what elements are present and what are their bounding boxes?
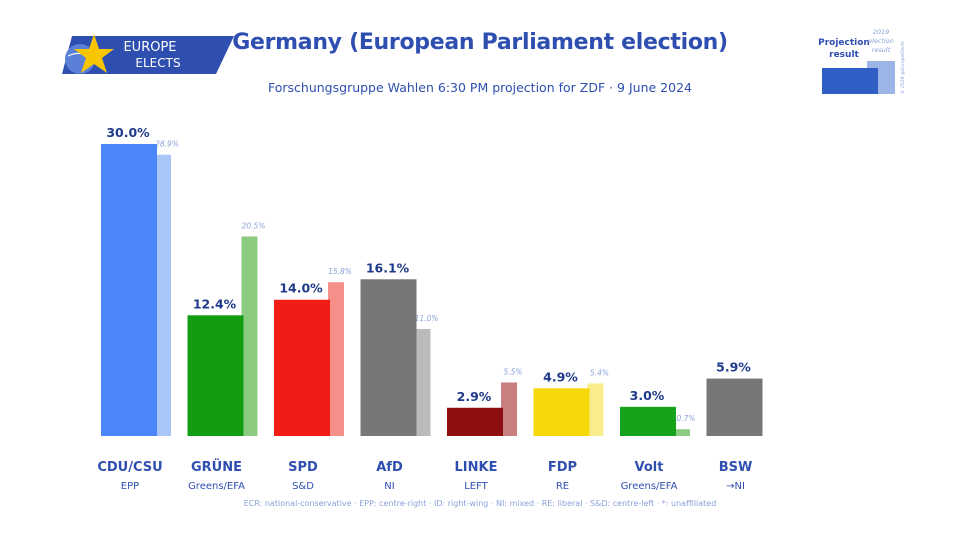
bar-afd: [360, 279, 417, 436]
group-label-afd: NI: [384, 481, 394, 492]
label-prev-fdp: 5.4%: [590, 368, 609, 377]
bar-linke: [447, 407, 503, 436]
label-prev-cdu-csu: 28.9%: [155, 140, 179, 149]
footnote: ECR: national-conservative · EPP: centre…: [243, 499, 717, 508]
label-volt: 3.0%: [630, 388, 665, 403]
bar-prev-spd: [328, 282, 344, 436]
label-prev-linke: 5.5%: [503, 367, 522, 376]
bar-gr-ne: [187, 315, 244, 436]
group-label-bsw: →NI: [726, 481, 745, 492]
legend-projection-label: Projection: [818, 38, 870, 48]
europe-elects-logo: EUROPE ELECTS: [62, 34, 234, 74]
bar-fdp: [533, 388, 590, 436]
label-prev-volt: 0.7%: [676, 414, 695, 423]
label-afd: 16.1%: [366, 260, 410, 275]
category-label-volt: Volt: [635, 460, 664, 475]
bar-prev-linke: [501, 382, 517, 436]
category-label-cdu-csu: CDU/CSU: [97, 460, 162, 475]
category-label-spd: SPD: [288, 460, 318, 475]
category-label-bsw: BSW: [719, 460, 753, 475]
logo-text-elects: ELECTS: [135, 56, 180, 70]
label-prev-gr-ne: 20.5%: [242, 221, 266, 230]
label-bsw: 5.9%: [716, 360, 751, 375]
legend-prev-label-3: result: [872, 46, 891, 54]
category-label-linke: LINKE: [455, 460, 498, 475]
bar-prev-afd: [414, 328, 431, 436]
label-gr-ne: 12.4%: [193, 296, 237, 311]
copyright-text: © 2024 @EuropeElects: [899, 41, 906, 94]
group-label-cdu-csu: EPP: [121, 481, 139, 492]
group-label-linke: LEFT: [464, 481, 488, 492]
category-label-fdp: FDP: [548, 460, 577, 475]
bar-prev-volt: [674, 429, 690, 436]
logo-banner: [62, 36, 234, 74]
chart-title: Germany (European Parliament election): [232, 30, 728, 55]
label-fdp: 4.9%: [543, 369, 578, 384]
bar-bsw: [706, 378, 763, 436]
chart-subtitle: Forschungsgruppe Wahlen 6:30 PM projecti…: [268, 80, 692, 95]
label-spd: 14.0%: [279, 281, 323, 296]
bar-prev-gr-ne: [241, 236, 258, 436]
category-label-gr-ne: GRÜNE: [191, 459, 242, 475]
bar-prev-fdp: [587, 383, 604, 436]
star-icon: [74, 34, 114, 73]
bar-cdu-csu: [101, 144, 157, 436]
logo-text-europe: EUROPE: [123, 40, 176, 55]
category-label-afd: AfD: [376, 460, 403, 475]
label-prev-spd: 15.8%: [328, 267, 352, 276]
legend: Projection result 2019 election result ©…: [818, 28, 906, 94]
label-cdu-csu: 30.0%: [106, 125, 150, 140]
bar-prev-cdu-csu: [155, 154, 171, 436]
legend-prev-label: 2019: [873, 28, 890, 36]
group-label-spd: S&D: [292, 481, 314, 492]
label-linke: 2.9%: [457, 389, 492, 404]
group-label-fdp: RE: [556, 481, 569, 492]
group-label-gr-ne: Greens/EFA: [188, 481, 245, 492]
legend-projection-label-2: result: [829, 50, 859, 60]
legend-prev-label-2: election: [868, 37, 894, 45]
bar-volt: [620, 406, 676, 436]
group-label-volt: Greens/EFA: [621, 481, 678, 492]
legend-projection-swatch: [822, 68, 878, 94]
bar-spd: [274, 299, 330, 436]
label-prev-afd: 11.0%: [415, 314, 439, 323]
